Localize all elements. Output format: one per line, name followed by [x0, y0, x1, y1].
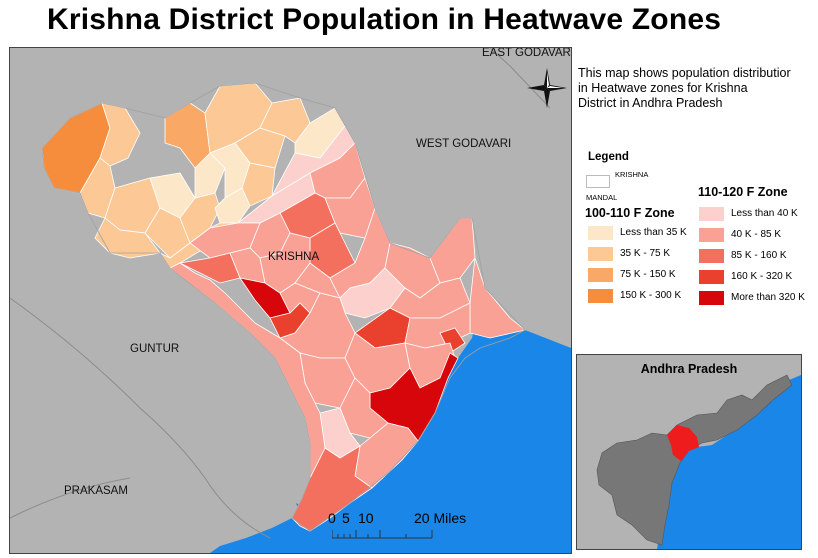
label-guntur: GUNTUR — [130, 343, 180, 355]
map-description: This map shows population distributior i… — [578, 66, 814, 111]
description-line-2: in Heatwave zones for Krishna — [578, 81, 748, 95]
legend-label: Less than 35 K — [620, 227, 687, 238]
map-title: Krishna District Population in Heatwave … — [47, 3, 722, 36]
scale-tick-20: 20 Miles — [414, 510, 467, 526]
legend-swatch — [699, 249, 724, 263]
legend-swatch — [588, 268, 613, 282]
legend: Legend KRISHNA MANDAL 100-110 F Zone Les… — [585, 151, 814, 311]
legend-label: Less than 40 K — [731, 208, 798, 219]
krishna-outline — [41, 82, 526, 532]
description-line-3: District in Andhra Pradesh — [578, 96, 723, 110]
zone-a-title: 100-110 F Zone — [585, 206, 675, 220]
inset-state — [596, 374, 793, 546]
legend-swatch — [699, 270, 724, 284]
legend-swatch — [699, 207, 724, 221]
district-boundaries — [10, 48, 551, 539]
legend-krishna-mandal: KRISHNA MANDAL — [586, 170, 648, 202]
krishna-mandal-swatch — [586, 175, 610, 189]
legend-label: 35 K - 75 K — [620, 248, 671, 259]
legend-swatch — [588, 289, 613, 303]
legend-krishna-label: KRISHNA — [615, 170, 649, 179]
inset-map[interactable]: Andhra Pradesh — [576, 354, 802, 550]
zone-110-120-mandals — [169, 125, 526, 532]
legend-title: Legend — [588, 151, 629, 163]
legend-label: 40 K - 85 K — [731, 229, 782, 240]
legend-swatch — [588, 226, 613, 240]
scale-tick-10: 10 — [358, 510, 374, 526]
scale-tick-0: 0 — [328, 510, 336, 526]
label-east-godavari: EAST GODAVARI — [482, 47, 572, 59]
legend-swatch — [699, 228, 724, 242]
label-prakasam: PRAKASAM — [64, 485, 128, 497]
description-line-1: This map shows population distributior — [578, 66, 791, 80]
inset-canvas — [577, 355, 801, 549]
main-map[interactable]: EAST GODAVARI WEST GODAVARI KRISHNA GUNT… — [9, 47, 572, 554]
label-krishna: KRISHNA — [268, 251, 320, 263]
inset-title: Andhra Pradesh — [640, 362, 738, 376]
legend-mandal-label: MANDAL — [586, 193, 618, 202]
legend-label: 150 K - 300 K — [620, 290, 682, 301]
map-canvas — [10, 48, 571, 553]
inset-krishna-highlight — [667, 425, 699, 461]
north-arrow-icon — [527, 68, 567, 108]
legend-swatch — [699, 291, 724, 305]
legend-label: 160 K - 320 K — [731, 271, 793, 282]
bay-of-bengal — [210, 298, 571, 553]
legend-label: 75 K - 150 K — [620, 269, 676, 280]
legend-label: More than 320 K — [731, 292, 805, 303]
legend-swatch — [588, 247, 613, 261]
scale-tick-5: 5 — [342, 510, 350, 526]
zone-b-title: 110-120 F Zone — [698, 185, 788, 199]
scale-ruler — [332, 530, 433, 539]
legend-label: 85 K - 160 K — [731, 250, 787, 261]
label-west-godavari: WEST GODAVARI — [416, 138, 512, 150]
